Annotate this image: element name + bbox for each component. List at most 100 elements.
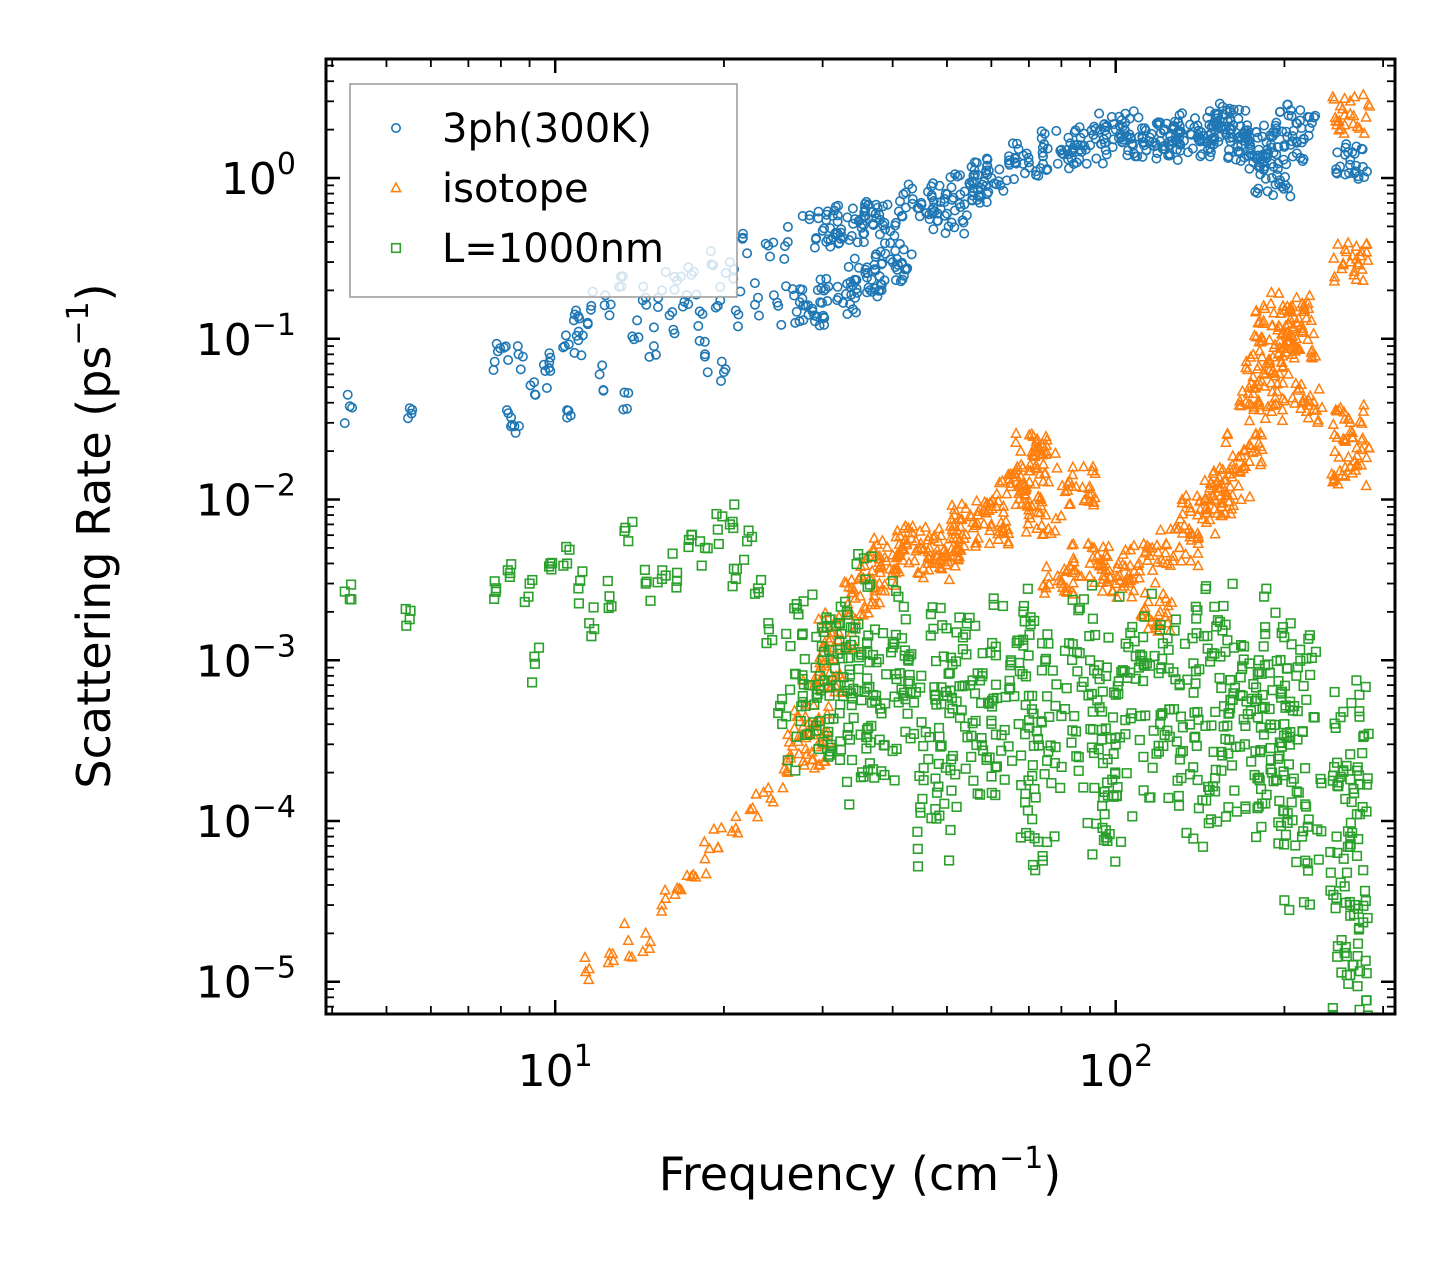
data-point xyxy=(1298,826,1309,837)
data-point xyxy=(1296,137,1307,148)
data-point xyxy=(1066,538,1078,550)
data-point xyxy=(818,310,829,321)
data-point xyxy=(1209,601,1220,612)
data-point xyxy=(1271,385,1283,397)
data-point xyxy=(1359,172,1370,183)
data-point xyxy=(1327,418,1340,430)
data-point xyxy=(919,520,932,532)
data-point xyxy=(876,708,887,719)
data-point xyxy=(929,689,940,700)
data-point xyxy=(1275,654,1286,666)
data-point xyxy=(1027,814,1038,825)
data-point xyxy=(808,761,821,773)
data-point xyxy=(997,600,1009,612)
legend-item: isotope xyxy=(390,166,589,212)
data-point xyxy=(967,675,978,686)
data-point xyxy=(866,274,877,285)
data-point xyxy=(1037,457,1050,469)
data-point xyxy=(1245,376,1258,388)
data-point xyxy=(829,205,840,216)
data-point xyxy=(996,745,1007,756)
data-point xyxy=(1339,433,1351,445)
data-point xyxy=(728,522,739,534)
data-point xyxy=(1214,98,1225,109)
data-point xyxy=(982,154,993,165)
data-point xyxy=(763,624,774,635)
data-point xyxy=(981,197,992,208)
data-point xyxy=(764,251,775,262)
data-point xyxy=(873,596,886,608)
data-point xyxy=(798,596,809,607)
data-point xyxy=(648,322,659,333)
data-point xyxy=(996,474,1009,486)
data-point xyxy=(1028,461,1041,473)
data-point xyxy=(1108,791,1119,802)
data-point xyxy=(1175,554,1188,566)
data-point xyxy=(1003,158,1014,169)
data-point xyxy=(866,720,877,731)
data-point xyxy=(1240,803,1251,814)
data-point xyxy=(700,867,712,879)
data-point xyxy=(1252,712,1263,723)
data-point xyxy=(1304,630,1315,641)
data-point xyxy=(1286,797,1297,808)
data-point xyxy=(1109,577,1122,588)
data-point xyxy=(1037,474,1050,486)
data-point xyxy=(844,799,855,810)
data-point xyxy=(1269,338,1281,350)
data-point xyxy=(1167,549,1180,561)
data-point xyxy=(1360,681,1371,692)
data-point xyxy=(869,624,881,635)
data-point xyxy=(1257,314,1270,326)
data-point xyxy=(1291,316,1303,328)
data-point xyxy=(1119,543,1132,555)
data-point xyxy=(1011,460,1024,472)
data-point xyxy=(1268,776,1279,787)
data-point xyxy=(1064,163,1075,174)
data-point xyxy=(992,533,1005,544)
data-point xyxy=(1351,675,1362,686)
data-point xyxy=(1163,644,1174,655)
data-point xyxy=(509,421,520,432)
data-point xyxy=(845,688,856,699)
data-point xyxy=(1303,865,1314,876)
data-point xyxy=(882,199,893,210)
data-point xyxy=(1288,311,1300,322)
data-point xyxy=(1258,641,1269,652)
data-point xyxy=(604,591,615,602)
data-point xyxy=(1227,694,1238,705)
data-point xyxy=(1074,603,1085,614)
data-point xyxy=(1004,480,1017,492)
data-point xyxy=(945,652,956,663)
data-point xyxy=(923,541,936,553)
data-point xyxy=(1159,729,1170,740)
data-point xyxy=(1139,660,1150,671)
data-point xyxy=(1357,88,1370,100)
data-point xyxy=(582,317,593,328)
data-point xyxy=(1125,627,1136,638)
data-point xyxy=(1046,777,1057,789)
data-point xyxy=(846,699,857,711)
data-point xyxy=(1331,164,1342,175)
data-point xyxy=(1037,527,1050,539)
legend-label: L=1000nm xyxy=(442,226,664,272)
data-point xyxy=(890,245,901,256)
data-point xyxy=(1342,450,1355,462)
data-point xyxy=(1345,424,1357,436)
data-point xyxy=(979,504,992,516)
data-point xyxy=(829,663,841,674)
data-point xyxy=(844,235,855,246)
data-point xyxy=(1253,398,1265,410)
data-point xyxy=(1044,711,1055,722)
data-point xyxy=(1258,164,1269,175)
data-point xyxy=(673,882,686,894)
data-point xyxy=(1346,466,1359,478)
data-point xyxy=(1305,314,1318,326)
data-point xyxy=(1327,1002,1338,1014)
data-point xyxy=(574,313,585,324)
data-point xyxy=(1345,969,1356,981)
data-point xyxy=(999,774,1010,785)
data-point xyxy=(543,561,555,572)
data-point xyxy=(1235,493,1247,504)
data-point xyxy=(852,287,863,298)
